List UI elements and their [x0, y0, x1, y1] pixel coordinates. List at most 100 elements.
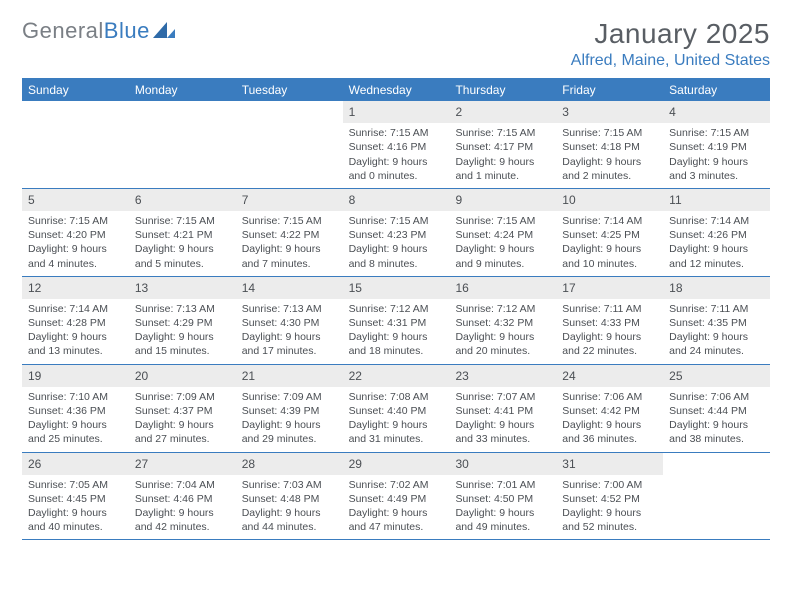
day-body: Sunrise: 7:06 AMSunset: 4:44 PMDaylight:…: [663, 387, 770, 452]
daylight-text: and 17 minutes.: [242, 344, 337, 358]
day-number: 12: [22, 277, 129, 299]
daylight-text: Daylight: 9 hours: [242, 330, 337, 344]
day-cell: 20Sunrise: 7:09 AMSunset: 4:37 PMDayligh…: [129, 365, 236, 452]
day-number: 22: [343, 365, 450, 387]
sunrise-text: Sunrise: 7:11 AM: [669, 302, 764, 316]
sunrise-text: Sunrise: 7:15 AM: [562, 126, 657, 140]
sunset-text: Sunset: 4:44 PM: [669, 404, 764, 418]
day-body: Sunrise: 7:03 AMSunset: 4:48 PMDaylight:…: [236, 475, 343, 540]
daylight-text: Daylight: 9 hours: [349, 155, 444, 169]
daylight-text: Daylight: 9 hours: [455, 418, 550, 432]
day-number: 18: [663, 277, 770, 299]
daylight-text: and 12 minutes.: [669, 257, 764, 271]
day-body: Sunrise: 7:02 AMSunset: 4:49 PMDaylight:…: [343, 475, 450, 540]
daylight-text: Daylight: 9 hours: [562, 418, 657, 432]
logo-text-1: General: [22, 18, 104, 44]
day-number: 14: [236, 277, 343, 299]
day-body: [22, 107, 129, 115]
day-number: 4: [663, 101, 770, 123]
day-cell: 21Sunrise: 7:09 AMSunset: 4:39 PMDayligh…: [236, 365, 343, 452]
day-body: Sunrise: 7:15 AMSunset: 4:20 PMDaylight:…: [22, 211, 129, 276]
calendar: Sunday Monday Tuesday Wednesday Thursday…: [22, 78, 770, 540]
sunrise-text: Sunrise: 7:09 AM: [242, 390, 337, 404]
sunset-text: Sunset: 4:40 PM: [349, 404, 444, 418]
day-body: Sunrise: 7:06 AMSunset: 4:42 PMDaylight:…: [556, 387, 663, 452]
day-number: 30: [449, 453, 556, 475]
daylight-text: Daylight: 9 hours: [455, 330, 550, 344]
day-number: 19: [22, 365, 129, 387]
daylight-text: Daylight: 9 hours: [349, 506, 444, 520]
day-cell: 19Sunrise: 7:10 AMSunset: 4:36 PMDayligh…: [22, 365, 129, 452]
logo-sail-icon: [153, 22, 175, 40]
daylight-text: and 13 minutes.: [28, 344, 123, 358]
daylight-text: and 18 minutes.: [349, 344, 444, 358]
day-number: 25: [663, 365, 770, 387]
sunset-text: Sunset: 4:19 PM: [669, 140, 764, 154]
sunrise-text: Sunrise: 7:03 AM: [242, 478, 337, 492]
sunset-text: Sunset: 4:32 PM: [455, 316, 550, 330]
sunrise-text: Sunrise: 7:15 AM: [28, 214, 123, 228]
daylight-text: and 10 minutes.: [562, 257, 657, 271]
sunset-text: Sunset: 4:28 PM: [28, 316, 123, 330]
day-cell: 15Sunrise: 7:12 AMSunset: 4:31 PMDayligh…: [343, 277, 450, 364]
day-number: 17: [556, 277, 663, 299]
day-body: Sunrise: 7:09 AMSunset: 4:37 PMDaylight:…: [129, 387, 236, 452]
sunset-text: Sunset: 4:23 PM: [349, 228, 444, 242]
day-number: 10: [556, 189, 663, 211]
day-body: Sunrise: 7:14 AMSunset: 4:25 PMDaylight:…: [556, 211, 663, 276]
daylight-text: and 36 minutes.: [562, 432, 657, 446]
day-body: Sunrise: 7:11 AMSunset: 4:33 PMDaylight:…: [556, 299, 663, 364]
daylight-text: Daylight: 9 hours: [669, 330, 764, 344]
daylight-text: and 15 minutes.: [135, 344, 230, 358]
weekday-header: Sunday: [22, 78, 129, 101]
day-body: Sunrise: 7:09 AMSunset: 4:39 PMDaylight:…: [236, 387, 343, 452]
daylight-text: Daylight: 9 hours: [562, 155, 657, 169]
day-cell: 16Sunrise: 7:12 AMSunset: 4:32 PMDayligh…: [449, 277, 556, 364]
day-number: 24: [556, 365, 663, 387]
title-block: January 2025 Alfred, Maine, United State…: [571, 18, 770, 70]
day-body: Sunrise: 7:00 AMSunset: 4:52 PMDaylight:…: [556, 475, 663, 540]
day-cell: 10Sunrise: 7:14 AMSunset: 4:25 PMDayligh…: [556, 189, 663, 276]
day-cell: 9Sunrise: 7:15 AMSunset: 4:24 PMDaylight…: [449, 189, 556, 276]
week-row: 5Sunrise: 7:15 AMSunset: 4:20 PMDaylight…: [22, 189, 770, 277]
daylight-text: and 47 minutes.: [349, 520, 444, 534]
daylight-text: Daylight: 9 hours: [28, 506, 123, 520]
day-cell: [663, 453, 770, 540]
daylight-text: and 3 minutes.: [669, 169, 764, 183]
sunset-text: Sunset: 4:41 PM: [455, 404, 550, 418]
day-body: Sunrise: 7:15 AMSunset: 4:23 PMDaylight:…: [343, 211, 450, 276]
day-body: Sunrise: 7:15 AMSunset: 4:22 PMDaylight:…: [236, 211, 343, 276]
daylight-text: and 33 minutes.: [455, 432, 550, 446]
day-cell: 24Sunrise: 7:06 AMSunset: 4:42 PMDayligh…: [556, 365, 663, 452]
day-cell: 25Sunrise: 7:06 AMSunset: 4:44 PMDayligh…: [663, 365, 770, 452]
day-cell: 6Sunrise: 7:15 AMSunset: 4:21 PMDaylight…: [129, 189, 236, 276]
sunset-text: Sunset: 4:16 PM: [349, 140, 444, 154]
weekday-header: Monday: [129, 78, 236, 101]
daylight-text: Daylight: 9 hours: [349, 330, 444, 344]
header: GeneralBlue January 2025 Alfred, Maine, …: [22, 18, 770, 70]
sunset-text: Sunset: 4:35 PM: [669, 316, 764, 330]
daylight-text: and 4 minutes.: [28, 257, 123, 271]
daylight-text: Daylight: 9 hours: [669, 155, 764, 169]
sunrise-text: Sunrise: 7:13 AM: [135, 302, 230, 316]
sunset-text: Sunset: 4:45 PM: [28, 492, 123, 506]
day-body: Sunrise: 7:01 AMSunset: 4:50 PMDaylight:…: [449, 475, 556, 540]
day-body: Sunrise: 7:15 AMSunset: 4:17 PMDaylight:…: [449, 123, 556, 188]
sunrise-text: Sunrise: 7:02 AM: [349, 478, 444, 492]
daylight-text: and 1 minute.: [455, 169, 550, 183]
day-cell: 28Sunrise: 7:03 AMSunset: 4:48 PMDayligh…: [236, 453, 343, 540]
day-number: 29: [343, 453, 450, 475]
day-body: Sunrise: 7:15 AMSunset: 4:21 PMDaylight:…: [129, 211, 236, 276]
day-number: 5: [22, 189, 129, 211]
day-cell: 8Sunrise: 7:15 AMSunset: 4:23 PMDaylight…: [343, 189, 450, 276]
daylight-text: and 22 minutes.: [562, 344, 657, 358]
daylight-text: Daylight: 9 hours: [242, 242, 337, 256]
day-number: 3: [556, 101, 663, 123]
sunset-text: Sunset: 4:39 PM: [242, 404, 337, 418]
daylight-text: and 49 minutes.: [455, 520, 550, 534]
day-cell: 11Sunrise: 7:14 AMSunset: 4:26 PMDayligh…: [663, 189, 770, 276]
day-cell: 13Sunrise: 7:13 AMSunset: 4:29 PMDayligh…: [129, 277, 236, 364]
day-cell: 2Sunrise: 7:15 AMSunset: 4:17 PMDaylight…: [449, 101, 556, 188]
day-number: 6: [129, 189, 236, 211]
day-body: Sunrise: 7:15 AMSunset: 4:18 PMDaylight:…: [556, 123, 663, 188]
